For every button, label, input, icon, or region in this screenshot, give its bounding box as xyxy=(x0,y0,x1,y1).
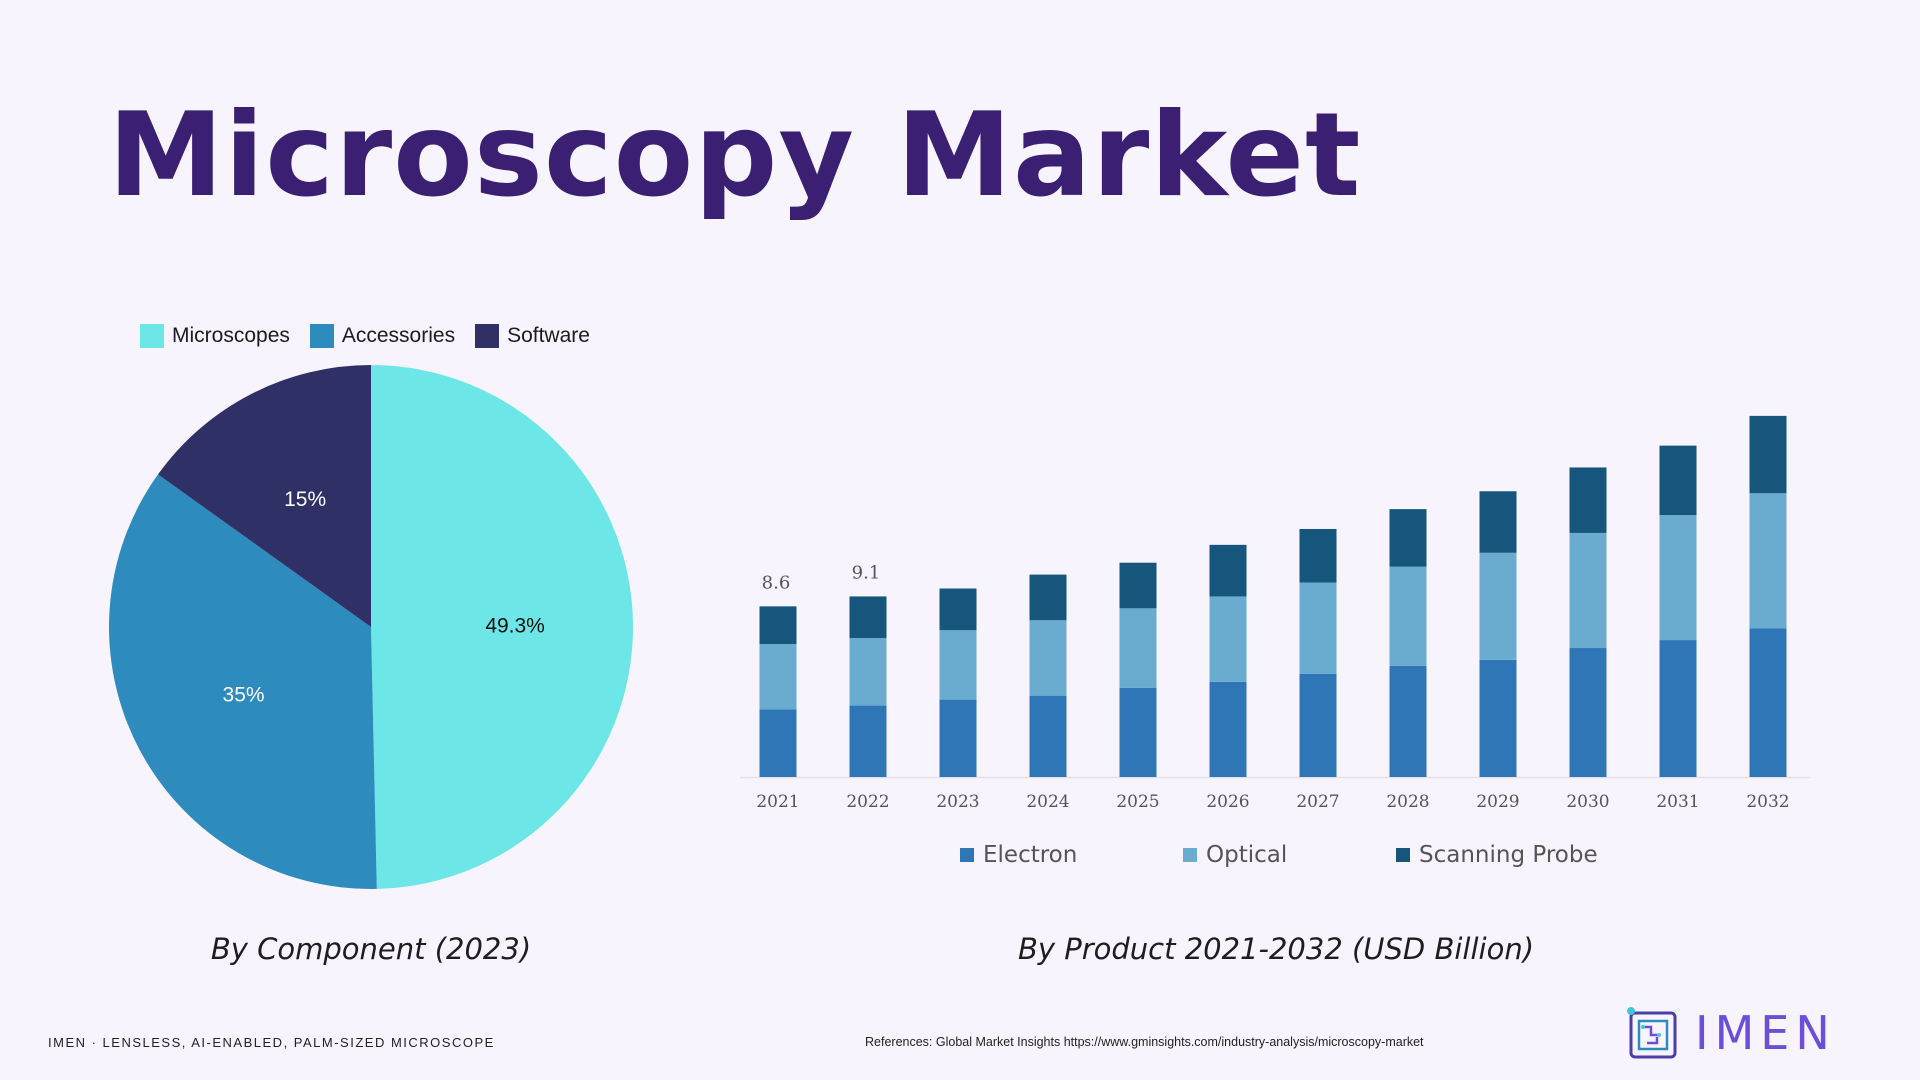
bar-electron-2028 xyxy=(1389,665,1427,777)
bar-optical-2023 xyxy=(939,630,977,700)
pie-slice-microscopes xyxy=(371,365,633,889)
legend-label-electron: Electron xyxy=(983,842,1077,868)
x-tick-label-2032: 2032 xyxy=(1746,792,1789,812)
imen-logo: IMEN xyxy=(1625,1005,1836,1061)
bar-optical-2028 xyxy=(1389,566,1427,666)
bar-optical-2022 xyxy=(849,638,887,706)
bar-optical-2030 xyxy=(1569,532,1607,649)
pie-chart-caption: By Component (2023) xyxy=(210,932,532,966)
legend-label-scanning-probe: Scanning Probe xyxy=(1419,842,1598,868)
bar-scanning-probe-2032 xyxy=(1749,415,1787,494)
bar-optical-2029 xyxy=(1479,552,1517,660)
bar-scanning-probe-2024 xyxy=(1029,574,1067,621)
x-tick-label-2027: 2027 xyxy=(1296,792,1339,812)
x-tick-label-2031: 2031 xyxy=(1656,792,1699,812)
x-tick-label-2025: 2025 xyxy=(1116,792,1159,812)
bar-scanning-probe-2030 xyxy=(1569,467,1607,533)
bar-electron-2025 xyxy=(1119,687,1157,777)
x-tick-label-2022: 2022 xyxy=(846,792,889,812)
product-stacked-bar-chart: 2021 8.6 2022 9.1 2023 2024 2025 2026 2027 2028 20… xyxy=(740,415,1810,868)
bar-scanning-probe-2022 xyxy=(849,596,887,639)
legend-swatch-scanning-probe xyxy=(1396,848,1410,862)
bar-electron-2022 xyxy=(849,705,887,777)
legend-swatch-electron xyxy=(960,848,974,862)
bar-electron-2027 xyxy=(1299,673,1337,777)
bar-electron-2032 xyxy=(1749,628,1787,777)
x-tick-label-2030: 2030 xyxy=(1566,792,1609,812)
pie-legend: Microscopes Accessories Software xyxy=(140,324,590,348)
x-tick-label-2024: 2024 xyxy=(1026,792,1069,812)
x-tick-label-2023: 2023 xyxy=(936,792,979,812)
pie-label-accessories: 35% xyxy=(223,683,265,706)
page-title: Microscopy Market xyxy=(108,88,1362,223)
legend-item-accessories: Accessories xyxy=(309,324,456,348)
bar-scanning-probe-2025 xyxy=(1119,562,1157,609)
legend-label-accessories: Accessories xyxy=(341,324,456,347)
footer-tagline: IMEN · LENSLESS, AI-ENABLED, PALM-SIZED … xyxy=(48,1035,495,1050)
bar-scanning-probe-2021 xyxy=(759,606,797,645)
bar-optical-2025 xyxy=(1119,608,1157,688)
legend-item-software: Software xyxy=(475,324,590,348)
logo-text: IMEN xyxy=(1695,1006,1836,1060)
chip-logo-icon xyxy=(1627,1007,1677,1059)
bar-electron-2023 xyxy=(939,699,977,777)
bar-electron-2021 xyxy=(759,709,797,777)
bar-electron-2030 xyxy=(1569,648,1607,777)
legend-swatch-microscopes xyxy=(140,324,164,348)
legend-swatch-software xyxy=(475,324,500,348)
data-label-2021: 8.6 xyxy=(762,572,791,593)
x-tick-label-2029: 2029 xyxy=(1476,792,1519,812)
pie-slice-software xyxy=(158,365,371,627)
bar-optical-2027 xyxy=(1299,582,1337,674)
footer-reference: References: Global Market Insights https… xyxy=(865,1035,1424,1049)
legend-swatch-accessories xyxy=(309,324,334,348)
bar-optical-2031 xyxy=(1659,515,1697,641)
pie-slice-accessories xyxy=(108,474,377,889)
x-tick-label-2021: 2021 xyxy=(756,792,799,812)
bar-chart-caption: By Product 2021-2032 (USD Billion) xyxy=(1017,932,1535,966)
bar-electron-2026 xyxy=(1209,681,1247,777)
component-pie-chart: 49.3% 35% 15% xyxy=(108,365,633,889)
bar-electron-2029 xyxy=(1479,659,1517,777)
bar-optical-2032 xyxy=(1749,493,1787,629)
legend-label-optical: Optical xyxy=(1206,842,1287,868)
bar-scanning-probe-2029 xyxy=(1479,491,1517,553)
legend-label-microscopes: Microscopes xyxy=(172,324,290,347)
bar-electron-2031 xyxy=(1659,640,1697,777)
x-tick-label-2026: 2026 xyxy=(1206,792,1249,812)
legend-label-software: Software xyxy=(507,324,590,347)
x-tick-label-2028: 2028 xyxy=(1386,792,1429,812)
bar-scanning-probe-2031 xyxy=(1659,445,1697,516)
pie-label-software: 15% xyxy=(284,488,326,511)
bar-scanning-probe-2026 xyxy=(1209,544,1247,597)
bar-optical-2026 xyxy=(1209,596,1247,682)
pie-label-microscopes: 49.3% xyxy=(485,614,545,637)
data-label-2022: 9.1 xyxy=(852,562,881,583)
bar-electron-2024 xyxy=(1029,695,1067,777)
bar-optical-2024 xyxy=(1029,620,1067,696)
bar-scanning-probe-2027 xyxy=(1299,528,1337,583)
bar-scanning-probe-2028 xyxy=(1389,509,1427,567)
bar-optical-2021 xyxy=(759,644,797,710)
legend-swatch-optical xyxy=(1183,848,1197,862)
bar-scanning-probe-2023 xyxy=(939,588,977,631)
legend-item-microscopes: Microscopes xyxy=(140,324,290,348)
